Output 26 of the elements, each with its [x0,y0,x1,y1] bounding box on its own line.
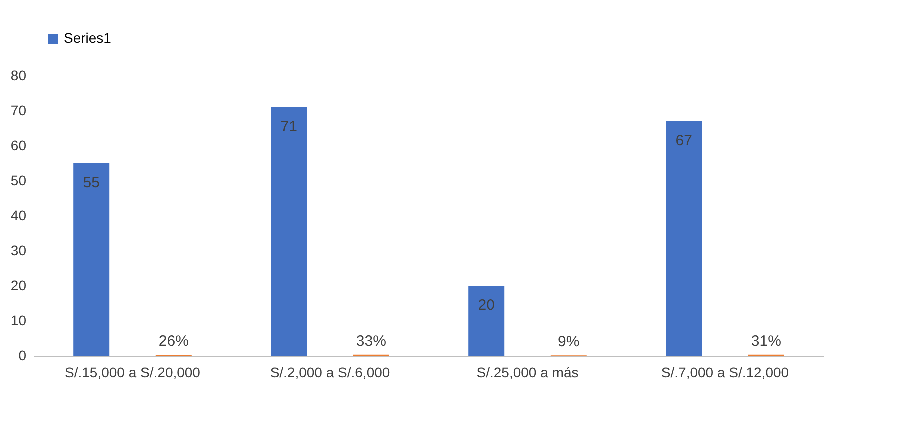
y-tick-label: 80 [10,68,27,84]
data-label: 31% [751,332,782,350]
data-label: 33% [356,332,386,350]
y-tick-label: 10 [10,312,27,328]
y-tick-label: 40 [10,208,27,224]
data-label: 26% [158,333,189,350]
bar [468,286,505,356]
x-tick-label: S/.25,000 a más [476,364,579,380]
data-label: 71 [280,118,298,136]
legend-label: Series1 [64,30,112,46]
x-tick-label: S/.2,000 a S/.6,000 [270,364,390,380]
y-tick-label: 70 [10,102,27,118]
y-tick-label: 50 [10,172,27,188]
data-label: 67 [676,132,692,150]
y-tick-label: 0 [18,348,27,364]
data-label: 9% [558,334,580,351]
data-label: 55 [83,174,100,192]
bar [271,108,308,356]
x-tick-label: S/.7,000 a S/.12,000 [661,364,790,380]
y-tick-label: 60 [10,138,27,154]
y-tick-label: 20 [10,278,27,294]
bar [74,164,110,356]
x-tick-label: S/.15,000 a S/.20,000 [65,364,201,380]
bar [666,122,702,356]
data-label: 20 [478,297,495,314]
y-tick-label: 30 [10,242,27,258]
